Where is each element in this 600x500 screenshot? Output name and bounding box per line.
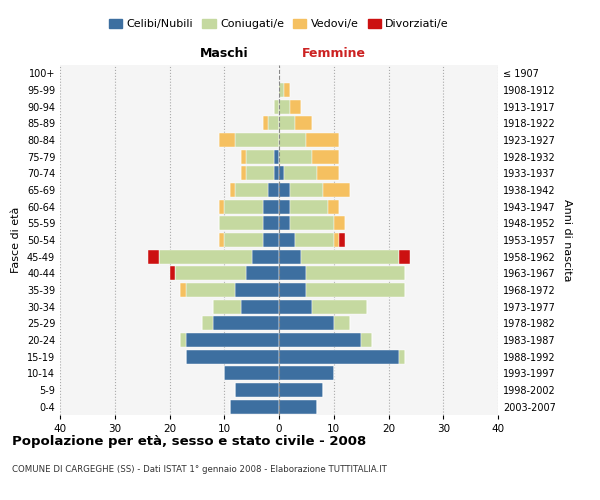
Bar — [334, 216, 344, 230]
Bar — [307, 266, 405, 280]
Bar — [235, 183, 268, 197]
Bar — [175, 266, 246, 280]
Bar — [263, 116, 268, 130]
Bar — [246, 266, 279, 280]
Bar — [230, 400, 279, 414]
Bar — [169, 266, 175, 280]
Bar — [186, 333, 279, 347]
Bar — [235, 383, 279, 397]
Bar — [241, 150, 246, 164]
Bar — [274, 100, 279, 114]
Bar — [224, 366, 279, 380]
Bar — [279, 350, 400, 364]
Bar — [339, 233, 345, 247]
Bar — [274, 150, 279, 164]
Bar — [279, 300, 312, 314]
Bar — [317, 166, 339, 180]
Bar — [307, 283, 405, 297]
Bar — [279, 100, 290, 114]
Bar — [279, 200, 290, 214]
Bar — [290, 200, 328, 214]
Bar — [219, 233, 224, 247]
Bar — [263, 233, 279, 247]
Bar — [219, 133, 235, 147]
Bar — [279, 366, 334, 380]
Bar — [263, 216, 279, 230]
Bar — [400, 350, 405, 364]
Bar — [251, 250, 279, 264]
Bar — [279, 183, 290, 197]
Bar — [158, 250, 251, 264]
Bar — [301, 250, 400, 264]
Bar — [268, 116, 279, 130]
Bar — [284, 83, 290, 97]
Bar — [181, 283, 186, 297]
Bar — [290, 216, 334, 230]
Bar — [219, 216, 263, 230]
Bar — [279, 166, 284, 180]
Bar — [235, 133, 279, 147]
Bar — [312, 300, 367, 314]
Bar — [279, 83, 284, 97]
Bar — [279, 116, 295, 130]
Bar — [279, 400, 317, 414]
Bar — [274, 166, 279, 180]
Bar — [268, 183, 279, 197]
Bar — [202, 316, 214, 330]
Bar — [279, 133, 307, 147]
Bar — [224, 233, 263, 247]
Bar — [279, 250, 301, 264]
Bar — [290, 183, 323, 197]
Bar — [230, 183, 235, 197]
Bar — [279, 316, 334, 330]
Bar — [279, 333, 361, 347]
Bar — [219, 200, 224, 214]
Bar — [186, 283, 235, 297]
Bar — [186, 350, 279, 364]
Bar — [279, 283, 307, 297]
Bar — [246, 166, 274, 180]
Bar — [241, 300, 279, 314]
Bar — [290, 100, 301, 114]
Bar — [323, 183, 350, 197]
Bar — [295, 233, 334, 247]
Bar — [235, 283, 279, 297]
Text: Popolazione per età, sesso e stato civile - 2008: Popolazione per età, sesso e stato civil… — [12, 435, 366, 448]
Bar — [224, 200, 263, 214]
Legend: Celibi/Nubili, Coniugati/e, Vedovi/e, Divorziati/e: Celibi/Nubili, Coniugati/e, Vedovi/e, Di… — [104, 14, 454, 34]
Bar — [148, 250, 158, 264]
Text: Maschi: Maschi — [200, 47, 248, 60]
Bar — [241, 166, 246, 180]
Text: Femmine: Femmine — [302, 47, 366, 60]
Y-axis label: Fasce di età: Fasce di età — [11, 207, 21, 273]
Bar — [279, 233, 295, 247]
Bar — [334, 233, 339, 247]
Bar — [279, 216, 290, 230]
Text: COMUNE DI CARGEGHE (SS) - Dati ISTAT 1° gennaio 2008 - Elaborazione TUTTITALIA.I: COMUNE DI CARGEGHE (SS) - Dati ISTAT 1° … — [12, 465, 387, 474]
Bar — [334, 316, 350, 330]
Bar — [284, 166, 317, 180]
Bar — [295, 116, 312, 130]
Bar — [312, 150, 339, 164]
Bar — [279, 266, 307, 280]
Bar — [328, 200, 339, 214]
Bar — [263, 200, 279, 214]
Bar — [214, 316, 279, 330]
Bar — [400, 250, 410, 264]
Y-axis label: Anni di nascita: Anni di nascita — [562, 198, 572, 281]
Bar — [361, 333, 372, 347]
Bar — [279, 383, 323, 397]
Bar — [246, 150, 274, 164]
Bar — [279, 150, 312, 164]
Bar — [181, 333, 186, 347]
Bar — [307, 133, 339, 147]
Bar — [214, 300, 241, 314]
